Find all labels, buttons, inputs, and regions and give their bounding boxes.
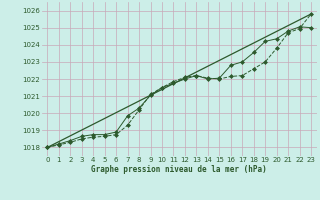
- X-axis label: Graphe pression niveau de la mer (hPa): Graphe pression niveau de la mer (hPa): [91, 165, 267, 174]
